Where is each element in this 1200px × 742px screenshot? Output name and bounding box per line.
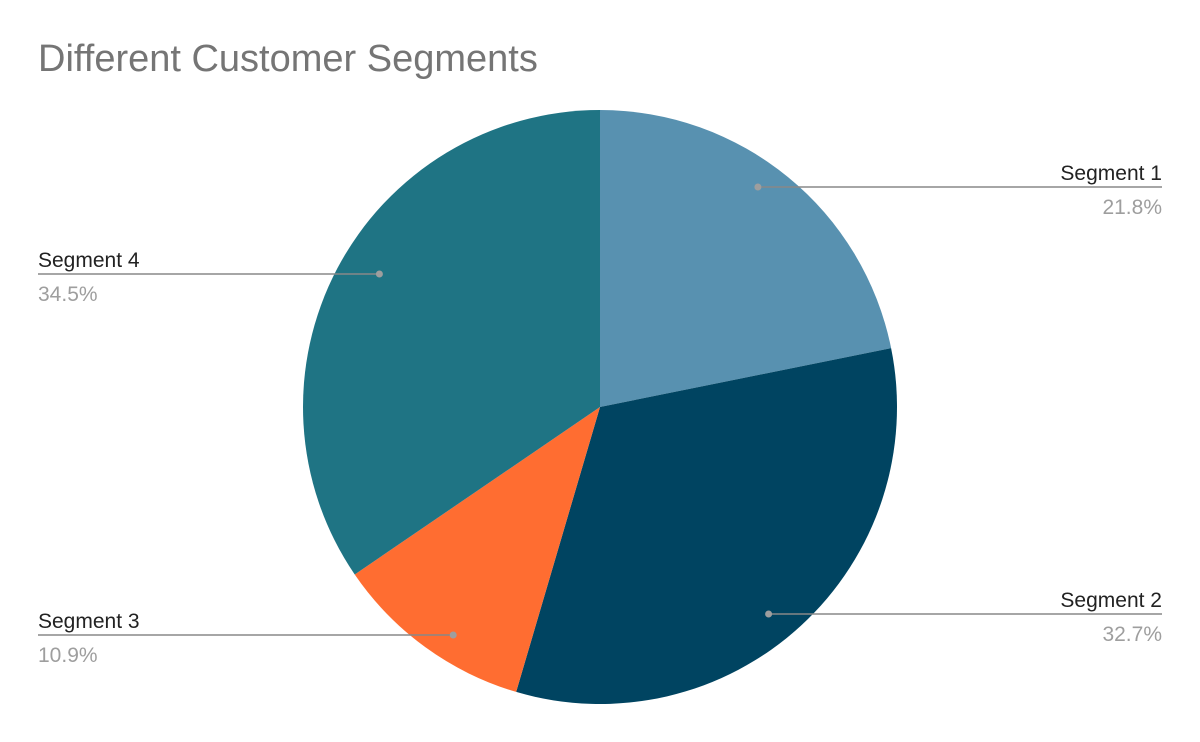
- slice-label-4: Segment 4: [38, 249, 140, 272]
- leader-dot-1: [754, 183, 762, 191]
- slice-percent-3: 10.9%: [38, 644, 98, 667]
- pie-slice-2: [516, 348, 898, 704]
- leader-lines: [38, 183, 1162, 639]
- slice-label-2: Segment 2: [1060, 589, 1162, 612]
- pie-slice-4: [303, 110, 600, 575]
- leader-dot-3: [449, 631, 457, 639]
- pie-slice-3: [354, 407, 600, 692]
- slice-percent-2: 32.7%: [1102, 623, 1162, 646]
- slice-percent-1: 21.8%: [1102, 196, 1162, 219]
- leader-dot-4: [375, 270, 383, 278]
- chart-title: Different Customer Segments: [38, 38, 538, 80]
- slice-label-1: Segment 1: [1060, 162, 1162, 185]
- slice-labels: Segment 1 21.8% Segment 2 32.7% Segment 3 10.…: [38, 162, 1162, 667]
- slice-percent-4: 34.5%: [38, 283, 98, 306]
- leader-dot-2: [765, 610, 773, 618]
- pie-slice-1: [600, 110, 892, 407]
- pie-slices: [303, 110, 898, 704]
- slice-label-3: Segment 3: [38, 610, 140, 633]
